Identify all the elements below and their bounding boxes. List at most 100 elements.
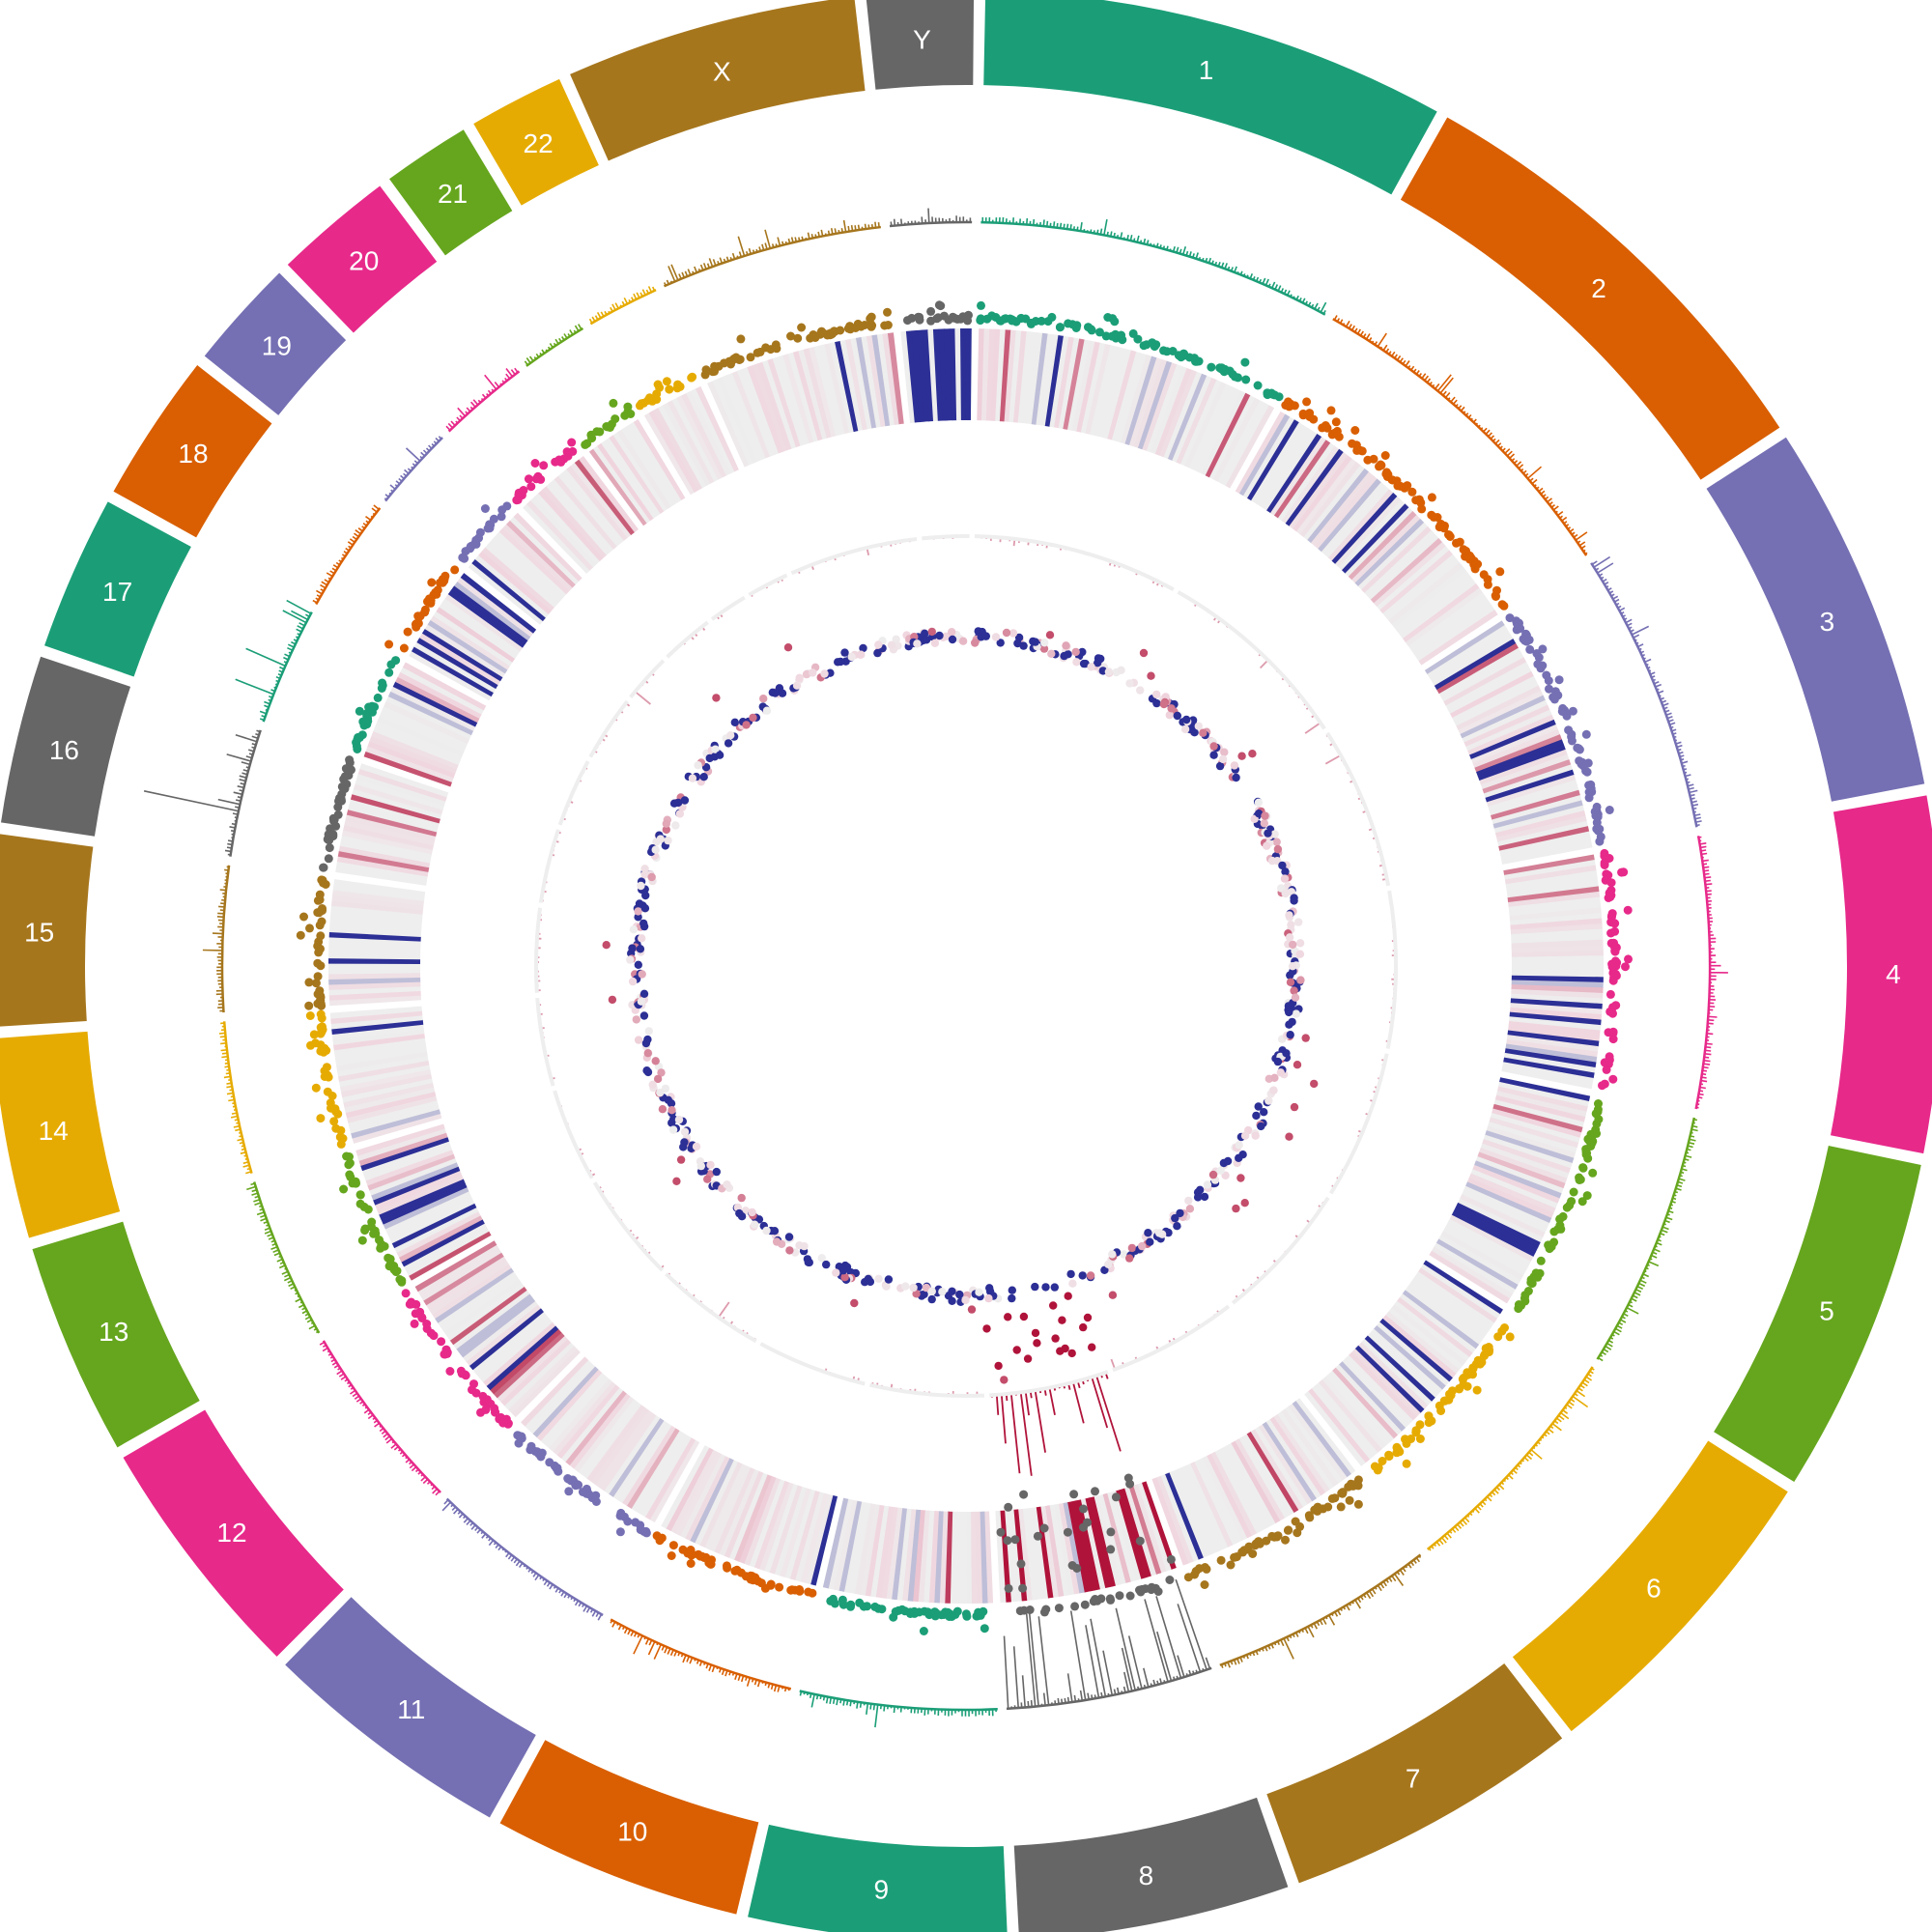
chr-5-inner-scatter-point [1290,1102,1299,1112]
chr-4-scatter-point [1624,954,1633,964]
chr-4-scatter-point [1605,892,1615,901]
chr-3-heat-cell [1500,836,1592,861]
chr-y-outer-histogram [889,208,973,228]
chr-7-heat-cell [1222,1445,1271,1529]
chr-9-heat-cell [923,1510,935,1603]
chr-21-scatter-point [609,398,618,408]
chr-10-heat-cell [733,1474,773,1562]
chr-1-heat-cell [1058,337,1080,430]
chr-14-scatter-point [311,1083,321,1093]
chr-7-inner-scatter-point [1125,1254,1134,1263]
chr-7-scatter-point [1195,1564,1205,1574]
chr-17-inner-scatter-point [662,825,670,835]
chr-2-heat-cell [1289,452,1349,529]
chr-22-heat-cell [653,407,703,491]
chr-9-heat-cell [939,1511,949,1604]
chr-21-scatter [581,398,636,449]
chr-15-heat-cell [331,895,424,911]
chr-7-heat-cell [1238,1435,1290,1519]
chr-21-inner-scatter-point [778,689,787,697]
chr-13-heat-cell [386,1195,473,1239]
chr-3-scatter-point [1558,703,1568,713]
chr-x-inner-scatter-point [873,648,882,658]
chr-1-heat-cell [1128,357,1163,447]
chr-2-heat-cell [1247,419,1300,501]
chr-18-scatter-point [384,639,394,649]
chr-16-inner-scatter-point [634,913,642,922]
chr-2-scatter-point [1491,591,1500,600]
chr-1-heat-cell [1063,338,1086,430]
chr-10-scatter-point [696,1551,705,1561]
chr-14-scatter-point [309,1030,319,1039]
chr-3-scatter-point [1581,729,1591,739]
chr-8-scatter-point [1018,1583,1028,1593]
chr-9-inner-scatter-point [975,1288,983,1296]
chr-1-heat-cell [1208,395,1256,480]
chr-14-scatter-point [326,1098,335,1108]
chr-6-inner-spikes [1233,1198,1328,1302]
chr-8-scatter-point [1033,1531,1042,1541]
chr-1-heat-cell [1163,371,1203,460]
chr-8-heat-cell [1027,1507,1043,1600]
chr-1-scatter-point [1108,314,1118,324]
chr-17-scatter [352,656,401,753]
chr-2-heat-cell [1388,562,1463,625]
chr-4-heat-cell [1504,865,1597,885]
chr-6-inner-scatter-point [1232,1204,1240,1213]
chr-6-heat-cell [1324,1373,1390,1446]
chr-5-heat-cell [1447,1218,1531,1267]
chr-12-heat-cell [507,1345,578,1414]
chr-5-heat-cell [1429,1250,1511,1304]
chr-9-heat-cell [918,1510,930,1603]
chr-6-heat-cell [1399,1293,1476,1354]
chr-4-heat-cell [1508,1021,1601,1037]
chr-22-heatmap [643,385,739,496]
chr-8-scatter-point [1019,1490,1029,1499]
chr-1-inner-scatter-point [1009,629,1018,638]
chr-6-inner-scatter-point [1176,1208,1184,1218]
chr-16-scatter-point [342,780,352,789]
chr-5-inner-scatter-point [1257,1122,1265,1131]
chr-4-heat-cell [1506,880,1599,898]
chr-6-heat-cell [1393,1300,1470,1362]
chr-y-inner-baseline [922,534,970,541]
chr-3-heat-cell [1429,629,1511,683]
chr-x-inner-scatter [834,628,931,667]
chr-12-scatter-point [445,1367,455,1376]
chr-4-heat-cell [1501,1065,1593,1090]
chr-1-heat-cell [1027,332,1043,425]
chr-22-scatter-point [665,384,674,394]
chr-14-inner-scatter-point [634,1036,643,1044]
chr-14-heat-cell [330,1014,423,1030]
chr-7-scatter-point [1232,1552,1241,1562]
chr-9-outer-histogram [799,1690,998,1728]
chr-11-heat-cell [573,1396,635,1472]
chr-9-heat-cell [854,1503,876,1595]
chr-7-heat-cell [1265,1419,1321,1499]
chr-19-label: 19 [262,330,292,360]
chr-22-inner-scatter-point [783,643,793,652]
chr-20-heat-cell [554,475,617,550]
chr-19-heat-cell [481,547,555,611]
chr-20-heat-cell [538,489,604,562]
chr-21-heat-cell [629,421,682,503]
chr-8-inner-scatter-point [984,1284,994,1293]
chr-11-inner-spikes [667,1272,756,1341]
chr-13-heat-cell [401,1219,485,1267]
chr-3-heat-cell [1485,769,1575,803]
chr-6-scatter-point [1415,1435,1425,1443]
chr-8-inner-scatter [982,1269,1096,1384]
chr-14-heat-cell [348,1099,439,1129]
chr-14-heat-cell [335,1046,428,1066]
chr-2-scatter-point [1435,523,1444,532]
chr-7-scatter-point [1281,1535,1290,1545]
chr-8-scatter-point [1111,1492,1121,1502]
chr-x-heat-cell [866,335,886,427]
chr-8-scatter [996,1473,1176,1617]
chr-x-label: X [713,56,731,86]
chr-7-heatmap [1151,1398,1356,1566]
chr-x-heat-cell [855,336,877,429]
chr-21-heat-cell [601,440,658,519]
chr-13-scatter-point [366,1222,376,1232]
